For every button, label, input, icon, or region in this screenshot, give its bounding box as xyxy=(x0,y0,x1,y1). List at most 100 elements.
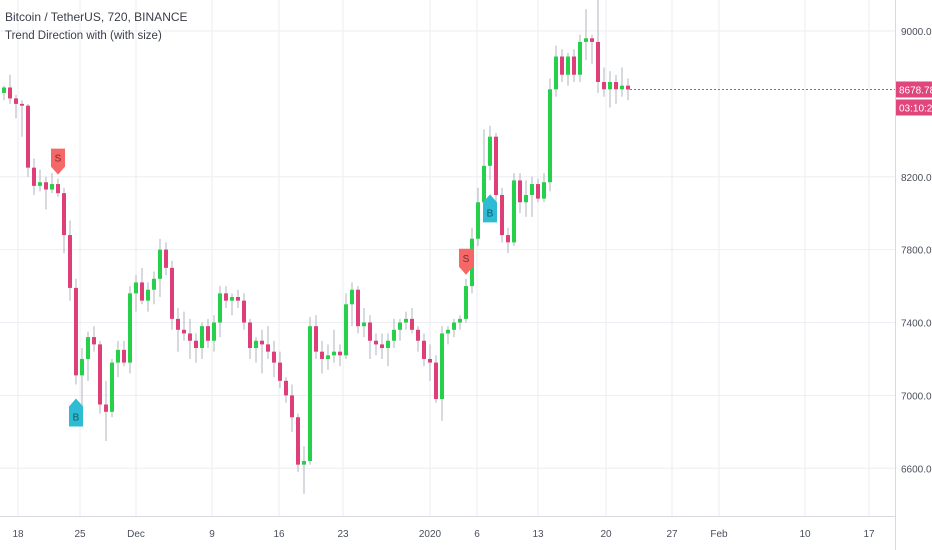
candle-body[interactable] xyxy=(314,326,318,352)
candle-body[interactable] xyxy=(626,85,630,90)
candle-body[interactable] xyxy=(20,103,24,106)
candle-body[interactable] xyxy=(422,340,426,359)
candle-body[interactable] xyxy=(38,182,42,186)
candle-body[interactable] xyxy=(512,180,516,243)
sell-signal-marker[interactable]: S xyxy=(459,248,473,275)
candle-body[interactable] xyxy=(236,297,240,301)
candle-body[interactable] xyxy=(608,82,612,90)
candle-body[interactable] xyxy=(266,344,270,352)
candle-body[interactable] xyxy=(350,289,354,305)
candle-body[interactable] xyxy=(596,41,600,83)
candle-body[interactable] xyxy=(566,56,570,75)
candle-body[interactable] xyxy=(290,395,294,418)
candle-body[interactable] xyxy=(104,404,108,412)
candle-body[interactable] xyxy=(548,89,552,183)
candle-body[interactable] xyxy=(482,165,486,203)
candle-body[interactable] xyxy=(164,249,168,268)
candle-body[interactable] xyxy=(122,349,126,363)
candle-body[interactable] xyxy=(500,194,504,236)
candle-body[interactable] xyxy=(182,329,186,334)
candle-body[interactable] xyxy=(26,105,30,168)
candle-body[interactable] xyxy=(488,136,492,166)
candle-body[interactable] xyxy=(476,202,480,239)
candle-body[interactable] xyxy=(380,344,384,349)
candle-body[interactable] xyxy=(590,38,594,42)
candle-body[interactable] xyxy=(386,340,390,349)
candle-body[interactable] xyxy=(584,38,588,42)
candle-body[interactable] xyxy=(446,329,450,334)
candle-body[interactable] xyxy=(218,293,222,323)
candle-body[interactable] xyxy=(530,184,534,195)
candle-body[interactable] xyxy=(44,182,48,190)
candle-body[interactable] xyxy=(524,194,528,203)
candle-body[interactable] xyxy=(248,322,252,349)
candle-body[interactable] xyxy=(344,304,348,356)
candle-body[interactable] xyxy=(254,340,258,349)
candle-body[interactable] xyxy=(2,87,6,93)
candle-body[interactable] xyxy=(458,318,462,323)
candle-body[interactable] xyxy=(134,282,138,294)
candle-body[interactable] xyxy=(602,82,606,90)
candle-body[interactable] xyxy=(554,56,558,90)
candle-body[interactable] xyxy=(92,337,96,345)
candle-body[interactable] xyxy=(158,249,162,279)
candle-body[interactable] xyxy=(518,180,522,203)
candle-body[interactable] xyxy=(494,136,498,195)
candle-body[interactable] xyxy=(200,326,204,349)
candle-body[interactable] xyxy=(128,293,132,363)
candle-body[interactable] xyxy=(362,322,366,327)
candle-body[interactable] xyxy=(392,329,396,341)
candle-body[interactable] xyxy=(338,351,342,356)
candle-body[interactable] xyxy=(536,184,540,199)
candle-body[interactable] xyxy=(224,293,228,301)
candle-body[interactable] xyxy=(146,289,150,301)
candle-body[interactable] xyxy=(8,87,12,99)
candle-body[interactable] xyxy=(308,326,312,461)
indicator-label[interactable]: Trend Direction with (with size) xyxy=(5,30,162,42)
candle-body[interactable] xyxy=(368,322,372,341)
candle-body[interactable] xyxy=(32,167,36,186)
candle-body[interactable] xyxy=(170,267,174,319)
candle-body[interactable] xyxy=(242,300,246,323)
candle-body[interactable] xyxy=(284,380,288,396)
candle-body[interactable] xyxy=(116,349,120,363)
candle-body[interactable] xyxy=(212,322,216,341)
candle-body[interactable] xyxy=(86,337,90,359)
candle-body[interactable] xyxy=(542,182,546,199)
candle-body[interactable] xyxy=(140,282,144,301)
candle-body[interactable] xyxy=(98,344,102,405)
candle-body[interactable] xyxy=(578,41,582,75)
candle-body[interactable] xyxy=(194,340,198,349)
candle-body[interactable] xyxy=(260,340,264,345)
candle-body[interactable] xyxy=(176,318,180,330)
candle-body[interactable] xyxy=(278,362,282,381)
candle-body[interactable] xyxy=(506,235,510,243)
symbol-title[interactable]: Bitcoin / TetherUS, 720, BINANCE xyxy=(5,10,188,24)
candle-body[interactable] xyxy=(332,351,336,356)
candle-body[interactable] xyxy=(374,340,378,345)
candle-body[interactable] xyxy=(80,358,84,376)
candle-body[interactable] xyxy=(62,193,66,236)
candle-body[interactable] xyxy=(452,322,456,330)
buy-signal-marker[interactable]: B xyxy=(483,194,497,223)
candle-body[interactable] xyxy=(614,82,618,90)
candle-body[interactable] xyxy=(206,326,210,341)
candle-body[interactable] xyxy=(434,362,438,400)
candle-body[interactable] xyxy=(272,351,276,363)
candle-body[interactable] xyxy=(572,56,576,75)
candle-body[interactable] xyxy=(230,297,234,301)
sell-signal-marker[interactable]: S xyxy=(51,148,65,175)
candle-body[interactable] xyxy=(188,333,192,341)
candle-body[interactable] xyxy=(152,278,156,290)
candle-body[interactable] xyxy=(356,289,360,327)
candle-body[interactable] xyxy=(326,355,330,359)
buy-signal-marker[interactable]: B xyxy=(69,398,83,427)
candle-body[interactable] xyxy=(50,184,54,190)
candle-body[interactable] xyxy=(14,98,18,104)
candle-body[interactable] xyxy=(560,56,564,75)
candle-body[interactable] xyxy=(416,329,420,341)
candle-body[interactable] xyxy=(74,287,78,376)
candle-body[interactable] xyxy=(428,358,432,363)
candle-body[interactable] xyxy=(440,333,444,400)
